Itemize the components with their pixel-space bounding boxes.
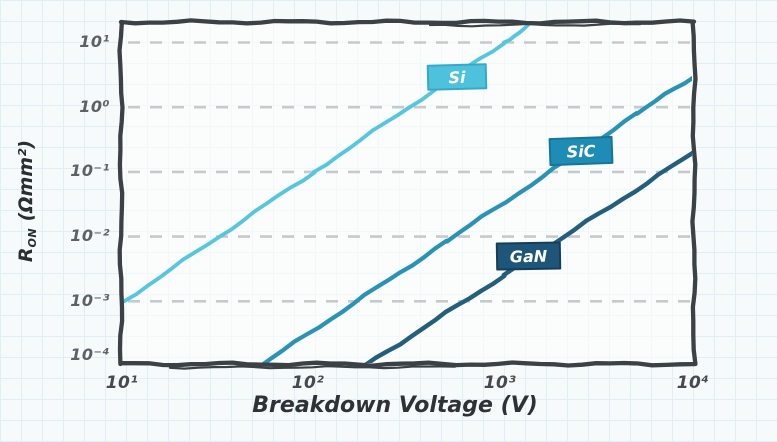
frame-edge [690, 19, 698, 367]
y-tick-label: 10⁻⁴ [70, 345, 110, 364]
frame-edge [117, 19, 125, 367]
y-axis-label-unit: (Ωmm²) [15, 139, 37, 228]
frame-edge [118, 360, 697, 368]
y-tick-label: 10⁻³ [70, 291, 110, 310]
plot-frame [117, 18, 698, 370]
x-tick-label: 10² [291, 373, 325, 393]
y-tick-label: 10⁰ [79, 97, 110, 116]
x-axis-label: Breakdown Voltage (V) [252, 393, 538, 418]
y-tick-label: 10¹ [79, 32, 110, 51]
y-tick-label: 10⁻¹ [70, 161, 110, 180]
series-label-gan: GaN [495, 241, 562, 271]
frame-overdraw [428, 22, 642, 28]
series-label-sic: SiC [548, 135, 614, 167]
series-line-sic [261, 75, 692, 363]
frame-overdraw [168, 364, 457, 370]
x-tick-label: 10⁴ [676, 373, 710, 393]
y-axis-label: RON (Ωmm²) [15, 96, 39, 306]
x-tick-label: 10¹ [105, 373, 139, 393]
series-label-si: Si [426, 63, 488, 91]
y-axis-label-subscript: ON [26, 227, 39, 248]
y-axis-label-base: R [15, 247, 37, 263]
x-tick-label: 10³ [483, 373, 517, 393]
y-tick-label: 10⁻² [70, 226, 110, 245]
plot-area [121, 22, 694, 364]
frame-edge [118, 18, 697, 26]
